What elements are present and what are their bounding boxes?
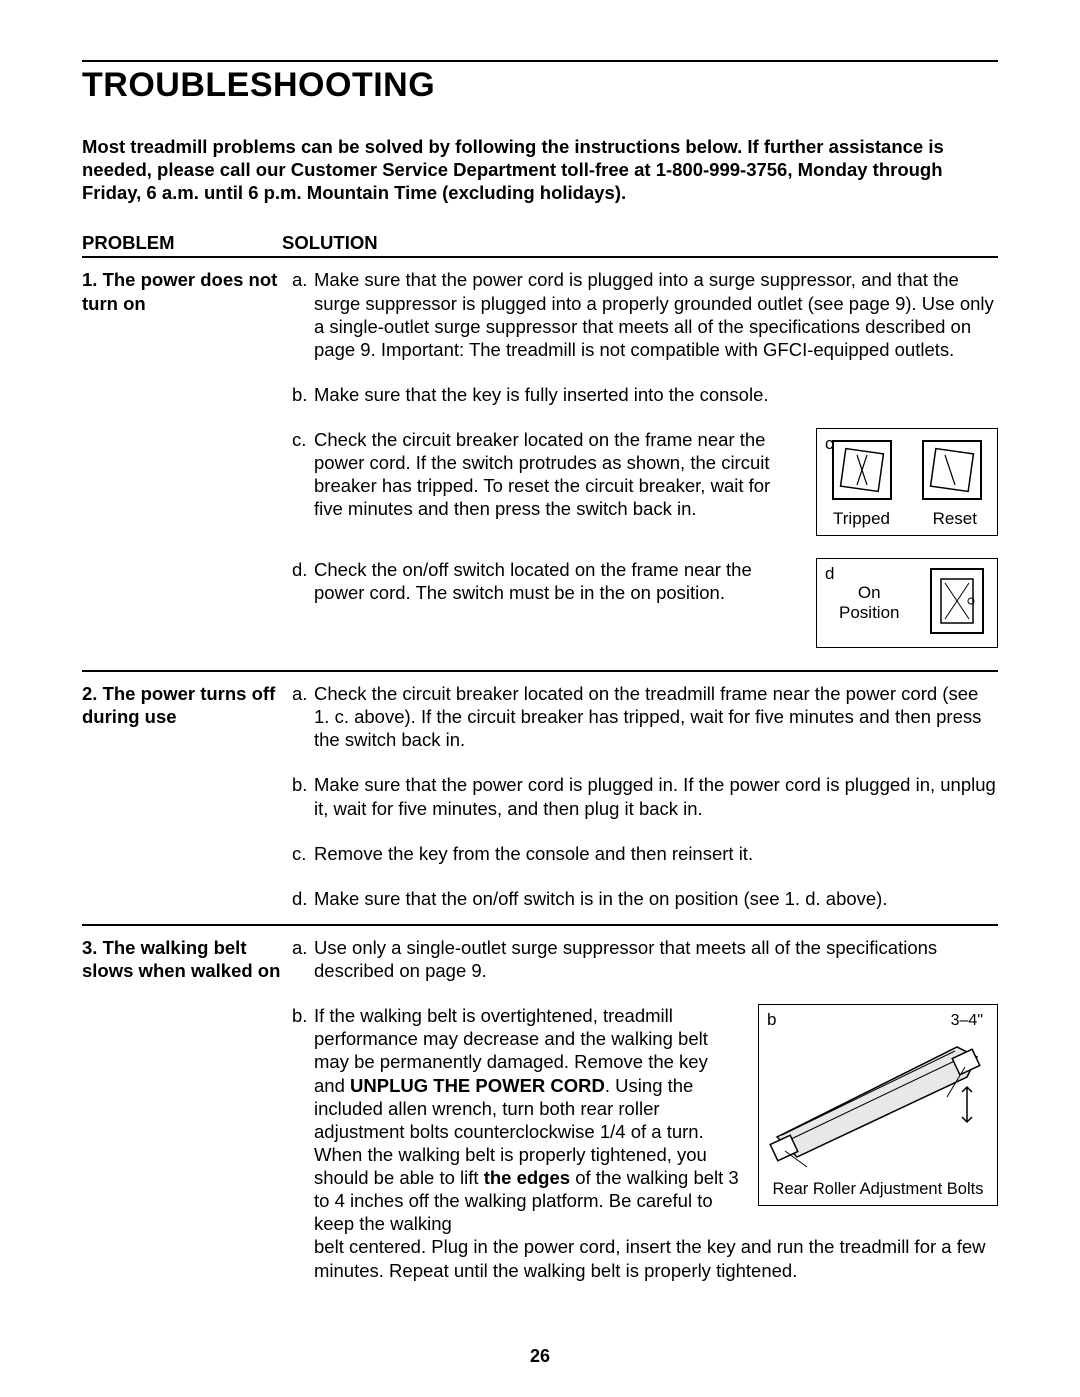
sol-2b: b. Make sure that the power cord is plug…: [292, 773, 998, 819]
sol-1d-text: Check the on/off switch located on the f…: [314, 558, 816, 604]
letter-d: d.: [292, 887, 314, 910]
problem-1-label: 1. The power does not turn on: [82, 268, 292, 648]
manual-page: TROUBLESHOOTING Most treadmill problems …: [0, 0, 1080, 1397]
header-problem: PROBLEM: [82, 232, 282, 254]
column-headers: PROBLEM SOLUTION: [82, 232, 998, 254]
switch-icon: [927, 565, 987, 637]
problem-row-2: 2. The power turns off during use a. Che…: [82, 682, 998, 910]
figure-c: c Tripped Reset: [816, 428, 998, 536]
sol-2c: c. Remove the key from the console and t…: [292, 842, 998, 865]
problem-3-label: 3. The walking belt slows when walked on: [82, 936, 292, 1282]
letter-a: a.: [292, 682, 314, 751]
sol-1a-text: Make sure that the power cord is plugged…: [314, 268, 998, 361]
page-number: 26: [0, 1346, 1080, 1367]
circuit-breaker-icon: [827, 435, 987, 505]
figure-d: d On Position: [816, 558, 998, 648]
problem-row-3: 3. The walking belt slows when walked on…: [82, 936, 998, 1282]
fig-b-caption: Rear Roller Adjustment Bolts: [767, 1179, 989, 1200]
intro-text: Most treadmill problems can be solved by…: [82, 135, 998, 204]
figure-d-label: d: [825, 563, 834, 584]
problem-2-solutions: a. Check the circuit breaker located on …: [292, 682, 998, 910]
rule-header: [82, 256, 998, 258]
problem-1-solutions: a. Make sure that the power cord is plug…: [292, 268, 998, 648]
sol-1a: a. Make sure that the power cord is plug…: [292, 268, 998, 361]
rule-top: [82, 60, 998, 62]
fig-d-pos: Position: [839, 603, 899, 622]
sol-1c: c. Check the circuit breaker located on …: [292, 428, 998, 536]
problem-row-1: 1. The power does not turn on a. Make su…: [82, 268, 998, 648]
letter-c: c.: [292, 842, 314, 865]
sol-1c-text: Check the circuit breaker located on the…: [314, 428, 816, 521]
sol-2a: a. Check the circuit breaker located on …: [292, 682, 998, 751]
letter-b: b.: [292, 1004, 314, 1282]
sol-1b: b. Make sure that the key is fully inser…: [292, 383, 998, 406]
sol-2d-text: Make sure that the on/off switch is in t…: [314, 887, 998, 910]
letter-a: a.: [292, 268, 314, 361]
sol-3a: a. Use only a single-outlet surge suppre…: [292, 936, 998, 982]
header-solution: SOLUTION: [282, 232, 998, 254]
sol-3b-post-wrap: belt centered. Plug in the power cord, i…: [314, 1236, 986, 1280]
sol-3b-bold1: UNPLUG THE POWER CORD: [350, 1075, 605, 1096]
letter-a: a.: [292, 936, 314, 982]
sol-3a-text: Use only a single-outlet surge suppresso…: [314, 936, 998, 982]
sol-3b-bold2: the edges: [484, 1167, 570, 1188]
rule-2: [82, 924, 998, 926]
letter-b: b.: [292, 383, 314, 406]
fig-c-tripped: Tripped: [833, 508, 890, 529]
problem-3-solutions: a. Use only a single-outlet surge suppre…: [292, 936, 998, 1282]
sol-2c-text: Remove the key from the console and then…: [314, 842, 998, 865]
letter-c: c.: [292, 428, 314, 451]
treadmill-belt-icon: [767, 1027, 987, 1177]
rule-1: [82, 670, 998, 672]
page-title: TROUBLESHOOTING: [82, 66, 998, 105]
sol-2b-text: Make sure that the power cord is plugged…: [314, 773, 998, 819]
fig-c-reset: Reset: [933, 508, 977, 529]
sol-1b-text: Make sure that the key is fully inserted…: [314, 383, 998, 406]
sol-3b-text: If the walking belt is overtightened, tr…: [314, 1004, 998, 1282]
sol-1d: d. Check the on/off switch located on th…: [292, 558, 998, 648]
sol-2d: d. Make sure that the on/off switch is i…: [292, 887, 998, 910]
sol-3b: b. If the walking belt is overtightened,…: [292, 1004, 998, 1282]
sol-2a-text: Check the circuit breaker located on the…: [314, 682, 998, 751]
letter-b: b.: [292, 773, 314, 819]
problem-2-label: 2. The power turns off during use: [82, 682, 292, 910]
letter-d: d.: [292, 558, 314, 581]
figure-b: b 3–4" Rear Roller Adju: [758, 1004, 998, 1206]
fig-d-on: On: [858, 583, 881, 602]
